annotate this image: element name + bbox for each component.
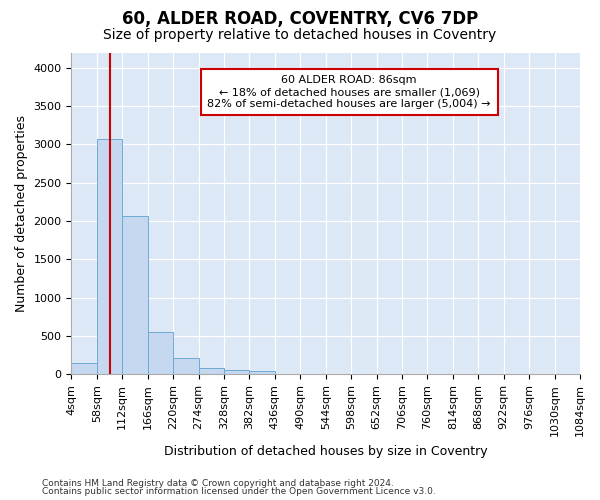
Text: Contains HM Land Registry data © Crown copyright and database right 2024.: Contains HM Land Registry data © Crown c…	[42, 478, 394, 488]
Bar	[250, 370, 275, 374]
Bar	[122, 216, 148, 374]
Bar	[148, 332, 173, 374]
Text: 60 ALDER ROAD: 86sqm
← 18% of detached houses are smaller (1,069)
82% of semi-de: 60 ALDER ROAD: 86sqm ← 18% of detached h…	[208, 76, 491, 108]
Bar	[224, 370, 250, 374]
X-axis label: Distribution of detached houses by size in Coventry: Distribution of detached houses by size …	[164, 444, 488, 458]
Y-axis label: Number of detached properties: Number of detached properties	[15, 115, 28, 312]
Bar	[199, 368, 224, 374]
Text: Contains public sector information licensed under the Open Government Licence v3: Contains public sector information licen…	[42, 487, 436, 496]
Bar	[71, 363, 97, 374]
Text: 60, ALDER ROAD, COVENTRY, CV6 7DP: 60, ALDER ROAD, COVENTRY, CV6 7DP	[122, 10, 478, 28]
Text: Size of property relative to detached houses in Coventry: Size of property relative to detached ho…	[103, 28, 497, 42]
Bar	[173, 358, 199, 374]
Bar	[97, 139, 122, 374]
